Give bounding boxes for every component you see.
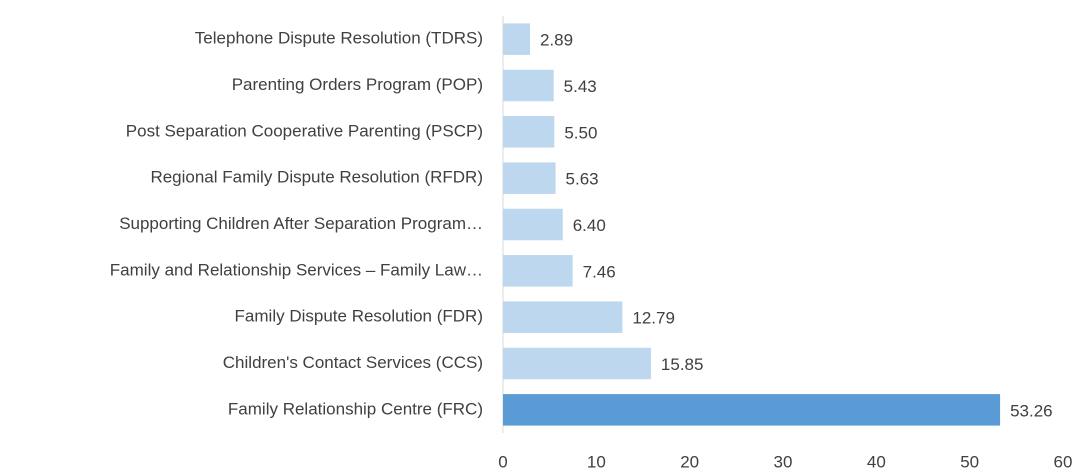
value-label: 5.63 <box>566 170 599 189</box>
value-label: 5.50 <box>564 123 597 142</box>
y-tick-label: Family Dispute Resolution (FDR) <box>235 307 483 326</box>
x-tick-label: 30 <box>774 452 793 471</box>
value-label: 5.43 <box>564 77 597 96</box>
value-label: 2.89 <box>540 31 573 50</box>
bar <box>503 301 623 333</box>
bar <box>503 255 573 287</box>
bar <box>503 208 563 241</box>
x-tick-label: 20 <box>680 452 699 471</box>
bar <box>503 394 1001 426</box>
value-label: 12.79 <box>632 309 675 328</box>
y-tick-label: Telephone Dispute Resolution (TDRS) <box>195 29 483 48</box>
x-tick-label: 60 <box>1054 452 1073 471</box>
y-tick-label: Family Relationship Centre (FRC) <box>228 399 483 418</box>
bar <box>503 23 530 55</box>
value-label: 6.40 <box>573 216 606 235</box>
x-tick-label: 0 <box>498 452 507 471</box>
y-tick-label: Regional Family Dispute Resolution (RFDR… <box>150 168 483 187</box>
value-label: 7.46 <box>583 262 616 281</box>
x-tick-label: 50 <box>960 452 979 471</box>
y-tick-label: Post Separation Cooperative Parenting (P… <box>126 121 483 140</box>
value-label: 53.26 <box>1010 401 1053 420</box>
bar <box>503 69 554 102</box>
value-label: 15.85 <box>661 355 704 374</box>
bar <box>503 162 556 194</box>
x-tick-label: 40 <box>867 452 886 471</box>
bar <box>503 116 555 148</box>
x-tick-label: 10 <box>587 452 606 471</box>
y-tick-label: Supporting Children After Separation Pro… <box>119 214 483 233</box>
y-tick-label: Family and Relationship Services – Famil… <box>110 260 483 279</box>
y-tick-label: Parenting Orders Program (POP) <box>232 75 483 94</box>
y-tick-label: Children's Contact Services (CCS) <box>223 353 483 372</box>
bar <box>503 347 651 380</box>
